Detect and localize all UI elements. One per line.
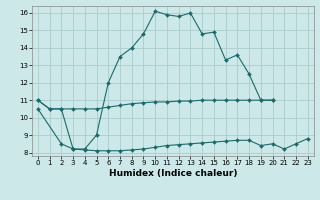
X-axis label: Humidex (Indice chaleur): Humidex (Indice chaleur) [108,169,237,178]
